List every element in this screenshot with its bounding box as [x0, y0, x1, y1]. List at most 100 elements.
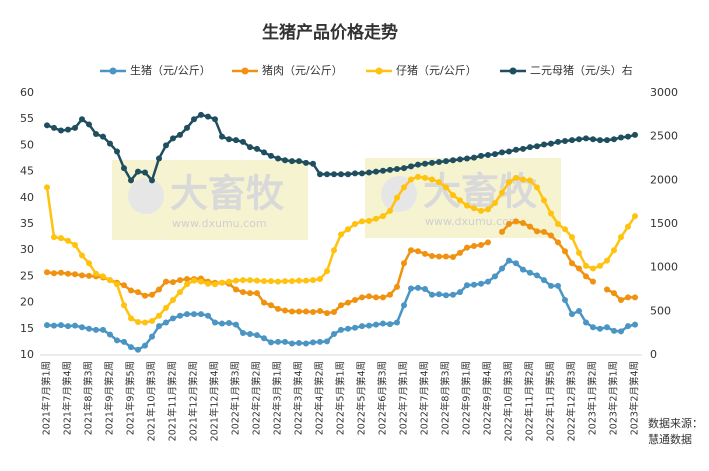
data-point — [275, 305, 281, 312]
data-point — [93, 270, 99, 277]
data-point — [464, 202, 470, 209]
data-point — [534, 228, 540, 235]
data-point — [492, 273, 498, 280]
data-point — [149, 291, 155, 298]
source-label: 慧通数据 — [648, 432, 692, 446]
data-point — [100, 273, 106, 280]
legend-label: 猪肉（元/公斤） — [262, 64, 343, 77]
data-point — [527, 269, 533, 276]
data-point — [198, 278, 204, 285]
y2-tick-label: 1000 — [650, 261, 678, 274]
data-point — [149, 177, 155, 184]
data-point — [226, 136, 232, 143]
data-point — [65, 126, 71, 133]
data-point — [562, 226, 568, 233]
data-point — [65, 237, 71, 244]
data-point — [205, 280, 211, 287]
data-point — [394, 194, 400, 201]
data-point — [450, 254, 456, 261]
y-tick-label: 25 — [20, 269, 34, 282]
series — [44, 218, 638, 317]
data-point — [107, 140, 113, 147]
data-point — [282, 278, 288, 285]
data-point — [485, 152, 491, 159]
data-point — [72, 271, 78, 278]
data-point — [177, 131, 183, 138]
data-point — [261, 299, 267, 306]
data-point — [450, 291, 456, 298]
data-point — [135, 289, 141, 296]
data-point — [191, 311, 197, 318]
data-point — [548, 210, 554, 217]
data-point — [79, 116, 85, 123]
data-point — [338, 326, 344, 333]
data-point — [324, 171, 330, 178]
data-point — [548, 232, 554, 239]
data-point — [310, 277, 316, 284]
data-point — [44, 122, 50, 129]
data-point — [44, 269, 50, 276]
data-point — [401, 302, 407, 309]
data-point — [352, 170, 358, 177]
data-point — [632, 294, 638, 301]
data-point — [324, 338, 330, 345]
data-point — [128, 344, 134, 351]
data-point — [170, 135, 176, 142]
data-point — [198, 111, 204, 118]
x-tick-label: 2022年3月第4周 — [293, 361, 305, 435]
data-point — [541, 197, 547, 204]
data-point — [436, 158, 442, 165]
data-point — [373, 215, 379, 222]
data-point — [569, 311, 575, 318]
data-point — [380, 167, 386, 174]
data-point — [562, 248, 568, 255]
data-point — [128, 287, 134, 294]
data-point — [296, 308, 302, 315]
data-point — [611, 136, 617, 143]
data-point — [569, 234, 575, 241]
data-point — [296, 277, 302, 284]
data-point — [233, 321, 239, 328]
x-tick-label: 2022年1月第3周 — [230, 361, 242, 435]
data-point — [247, 290, 253, 297]
data-point — [72, 241, 78, 248]
data-point — [506, 148, 512, 155]
data-point — [233, 277, 239, 284]
data-point — [471, 205, 477, 212]
data-point — [254, 332, 260, 339]
legend-marker — [509, 67, 517, 75]
data-point — [331, 247, 337, 254]
x-tick-label: 2021年7月第1周 — [41, 361, 53, 435]
watermark-url: www.dxumu.com — [425, 215, 520, 228]
data-point — [121, 338, 127, 345]
data-point — [436, 179, 442, 186]
data-point — [289, 278, 295, 285]
data-point — [443, 253, 449, 260]
data-point — [625, 323, 631, 330]
data-point — [373, 321, 379, 328]
data-point — [205, 113, 211, 120]
data-point — [275, 155, 281, 162]
data-point — [534, 143, 540, 150]
data-point — [618, 296, 624, 303]
data-point — [310, 339, 316, 346]
data-point — [583, 262, 589, 269]
data-point — [275, 278, 281, 285]
x-tick-label: 2022年11月第2周 — [524, 361, 536, 441]
data-point — [366, 217, 372, 224]
data-point — [338, 302, 344, 309]
data-point — [121, 165, 127, 172]
data-point — [114, 281, 120, 288]
data-point — [471, 154, 477, 161]
data-point — [212, 116, 218, 123]
data-point — [86, 121, 92, 128]
data-point — [338, 231, 344, 238]
data-point — [408, 163, 414, 170]
data-point — [289, 340, 295, 347]
data-point — [632, 321, 638, 328]
data-point — [429, 159, 435, 166]
data-point — [177, 312, 183, 319]
data-point — [261, 149, 267, 156]
data-point — [478, 152, 484, 159]
x-tick-label: 2021年10月第3周 — [146, 361, 158, 441]
